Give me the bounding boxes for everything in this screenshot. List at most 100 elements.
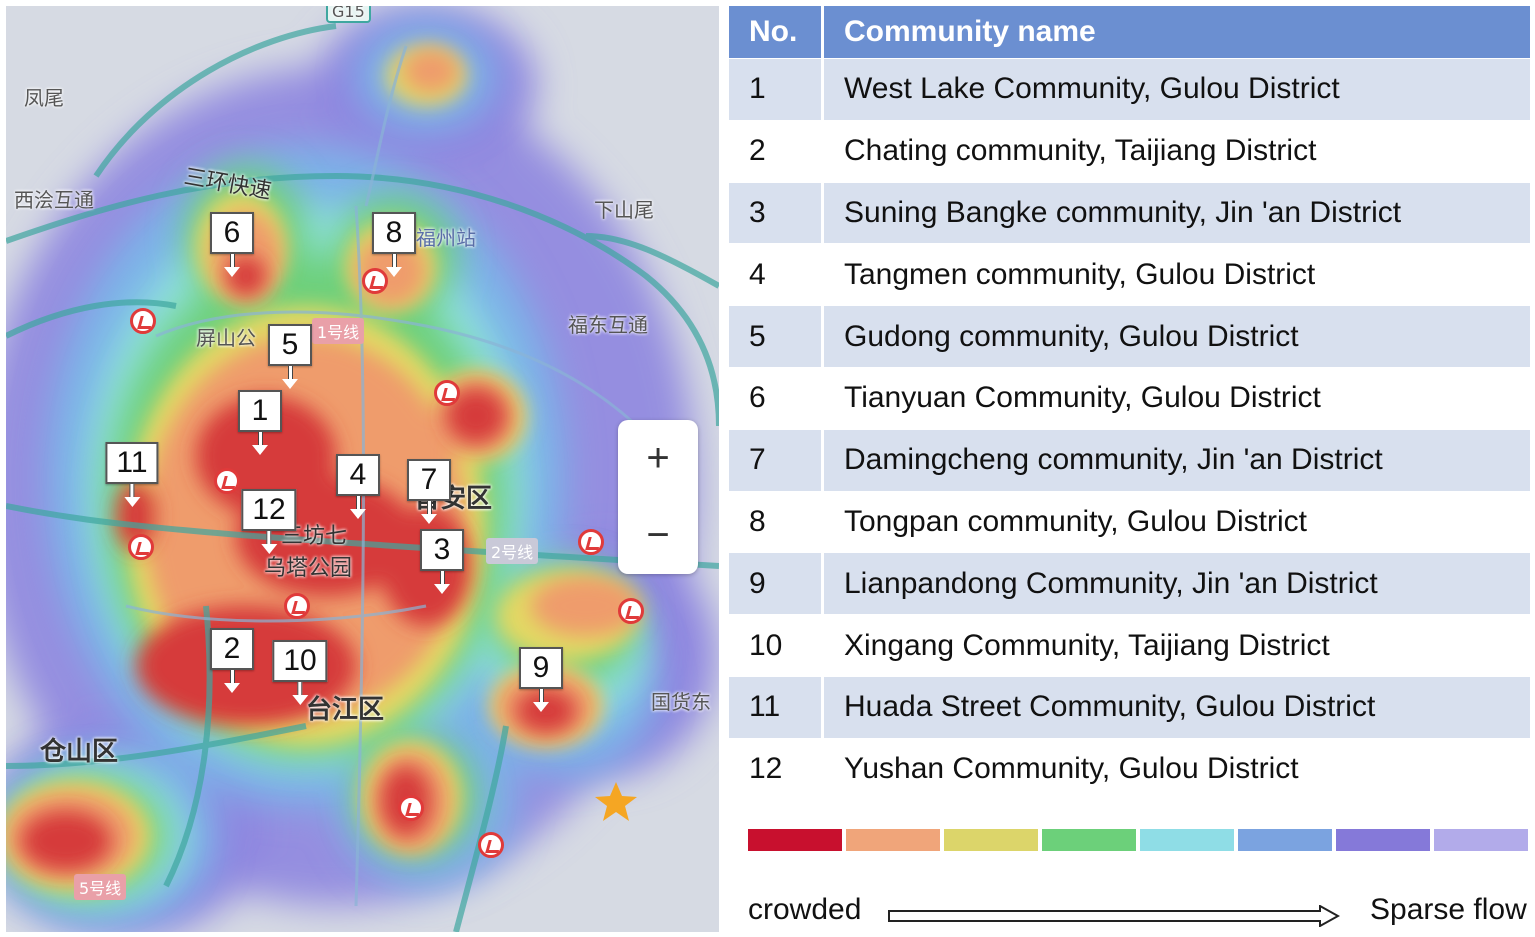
- row-number: 5: [729, 305, 824, 368]
- community-name: Tongpan community, Gulou District: [822, 490, 1530, 553]
- row-number: 1: [729, 58, 824, 121]
- row-number: 9: [729, 552, 824, 615]
- table-row: 10 Xingang Community, Taijiang District: [729, 614, 1530, 677]
- community-marker-11[interactable]: 11: [105, 442, 159, 507]
- community-name: Suning Bangke community, Jin 'an Distric…: [822, 181, 1530, 244]
- marker-number: 10: [272, 640, 328, 682]
- community-name: Damingcheng community, Jin 'an District: [822, 428, 1530, 492]
- column-header-community-name: Community name: [822, 6, 1530, 59]
- scale-label-crowded: crowded: [748, 893, 862, 926]
- table-row: 12 Yushan Community, Gulou District: [729, 737, 1530, 800]
- place-label-xiqin: 西浍互通: [14, 188, 94, 212]
- row-number: 12: [729, 737, 824, 800]
- right-arrow-icon: [888, 905, 1340, 927]
- community-name: Lianpandong Community, Jin 'an District: [822, 552, 1530, 615]
- row-number: 4: [729, 243, 824, 306]
- place-label-pingshan: 屏山公: [196, 326, 256, 350]
- community-name: Tianyuan Community, Gulou District: [822, 366, 1530, 430]
- marker-number: 12: [241, 489, 297, 531]
- table-header-row: No. Community name: [729, 6, 1530, 59]
- row-number: 8: [729, 490, 824, 553]
- place-label-guoxiu: 国货东: [651, 690, 711, 714]
- table-row: 5 Gudong community, Gulou District: [729, 305, 1530, 368]
- zoom-in-button[interactable]: +: [646, 436, 670, 480]
- scale-swatch: [748, 829, 842, 851]
- marker-number: 4: [336, 454, 380, 496]
- table-row: 6 Tianyuan Community, Gulou District: [729, 366, 1530, 430]
- metro-station-icon[interactable]: [284, 593, 310, 619]
- table-row: 9 Lianpandong Community, Jin 'an District: [729, 552, 1530, 615]
- community-marker-8[interactable]: 8: [372, 212, 416, 277]
- table-row: 3 Suning Bangke community, Jin 'an Distri…: [729, 181, 1530, 244]
- density-color-scale: [748, 829, 1528, 851]
- metro-station-icon[interactable]: [578, 529, 604, 555]
- community-marker-2[interactable]: 2: [210, 628, 254, 693]
- marker-number: 3: [420, 529, 464, 571]
- community-name: West Lake Community, Gulou District: [822, 58, 1530, 121]
- row-number: 10: [729, 614, 824, 677]
- metro-station-icon[interactable]: [128, 534, 154, 560]
- metro-station-icon[interactable]: [214, 468, 240, 494]
- community-marker-1[interactable]: 1: [238, 390, 282, 455]
- marker-number: 7: [407, 459, 451, 501]
- community-marker-3[interactable]: 3: [420, 529, 464, 594]
- place-label-yushan: 乌塔公园: [264, 556, 353, 581]
- place-label-taijiang: 台江区: [306, 695, 385, 725]
- table-row: 4 Tangmen community, Gulou District: [729, 243, 1530, 306]
- marker-number: 5: [268, 324, 312, 366]
- place-label-fuzhouzhan: 福州站: [416, 226, 476, 250]
- row-number: 11: [729, 675, 824, 739]
- marker-number: 11: [105, 442, 159, 484]
- table-row: 8 Tongpan community, Gulou District: [729, 490, 1530, 553]
- community-marker-10[interactable]: 10: [272, 640, 328, 705]
- metro-station-icon[interactable]: [434, 380, 460, 406]
- scale-swatch: [1042, 829, 1136, 851]
- row-number: 2: [729, 119, 824, 183]
- zoom-control: + −: [618, 420, 698, 574]
- scale-label-sparse-flow: Sparse flow: [1370, 893, 1527, 926]
- road-shield-g15: G15: [326, 6, 371, 23]
- community-name: Chating community, Taijiang District: [822, 119, 1530, 183]
- community-name: Gudong community, Gulou District: [822, 305, 1530, 368]
- table-row: 7 Damingcheng community, Jin 'an District: [729, 428, 1530, 492]
- scale-swatch: [1336, 829, 1430, 851]
- community-name: Xingang Community, Taijiang District: [822, 614, 1530, 677]
- community-name: Tangmen community, Gulou District: [822, 243, 1530, 306]
- metro-station-icon[interactable]: [478, 832, 504, 858]
- scale-swatch: [846, 829, 940, 851]
- row-number: 7: [729, 428, 824, 492]
- column-header-no: No.: [729, 6, 824, 59]
- metro-line-tag-5: 5号线: [74, 874, 127, 900]
- community-marker-6[interactable]: 6: [210, 212, 254, 277]
- metro-station-icon[interactable]: [398, 795, 424, 821]
- row-number: 6: [729, 366, 824, 430]
- community-marker-5[interactable]: 5: [268, 324, 312, 389]
- place-label-cangshan: 仓山区: [40, 737, 119, 767]
- community-marker-9[interactable]: 9: [519, 647, 563, 712]
- zoom-out-button[interactable]: −: [646, 513, 670, 557]
- metro-line-tag-1: 1号线: [312, 318, 365, 344]
- marker-number: 9: [519, 647, 563, 689]
- community-name: Yushan Community, Gulou District: [822, 737, 1530, 800]
- metro-station-icon[interactable]: [130, 308, 156, 334]
- metro-station-icon[interactable]: [362, 268, 388, 294]
- heat-map[interactable]: 凤尾 西浍互通 三环快速 下山尾 福州站 屏山公 福东互通 晋安区 台江区 仓山…: [6, 6, 719, 932]
- marker-number: 1: [238, 390, 282, 432]
- community-marker-7[interactable]: 7: [407, 459, 451, 524]
- table-row: 2 Chating community, Taijiang District: [729, 119, 1530, 183]
- metro-line-tag-2: 2号线: [486, 538, 539, 564]
- community-marker-4[interactable]: 4: [336, 454, 380, 519]
- marker-number: 8: [372, 212, 416, 254]
- metro-station-icon[interactable]: [618, 598, 644, 624]
- place-label-fengwei: 凤尾: [24, 86, 64, 110]
- scale-swatch: [1238, 829, 1332, 851]
- community-table: No. Community name 1 West Lake Community,…: [729, 6, 1530, 800]
- table-row: 11 Huada Street Community, Gulou District: [729, 675, 1530, 739]
- community-marker-12[interactable]: 12: [241, 489, 297, 554]
- marker-number: 6: [210, 212, 254, 254]
- scale-swatch: [1140, 829, 1234, 851]
- marker-number: 2: [210, 628, 254, 670]
- scale-swatch: [1434, 829, 1528, 851]
- heat-map-layer: [6, 6, 719, 932]
- scale-swatch: [944, 829, 1038, 851]
